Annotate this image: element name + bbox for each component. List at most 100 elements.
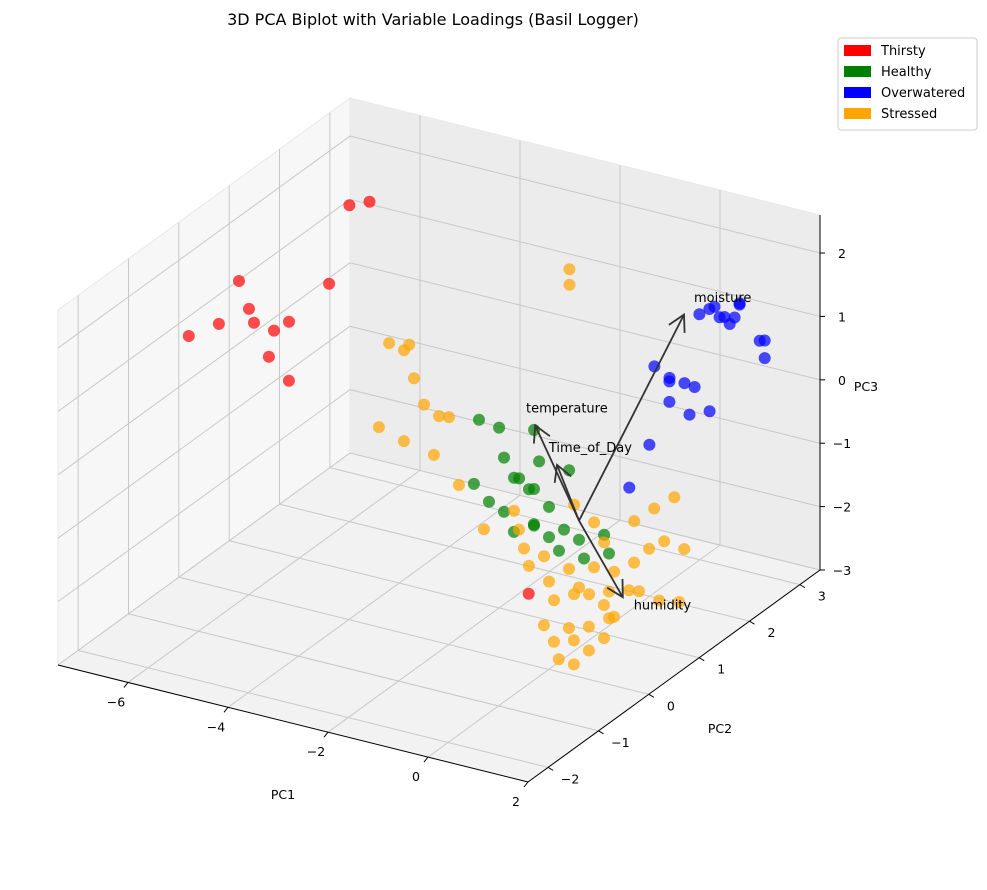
legend-swatch-thirsty <box>844 45 871 56</box>
y-tick-label: 3 <box>818 589 826 604</box>
data-point-thirsty <box>283 315 295 328</box>
grid-line-x-floor <box>427 544 721 758</box>
loading-arrow-humidity <box>578 520 624 598</box>
data-point-stressed <box>398 344 410 357</box>
grid-line-z-back <box>349 452 821 571</box>
loading-arrowhead <box>553 463 572 484</box>
data-point-stressed <box>598 536 611 549</box>
data-point-stressed <box>567 658 580 671</box>
data-point-healthy <box>473 413 485 426</box>
data-point-stressed <box>452 479 465 491</box>
y-tick-mark <box>698 657 705 662</box>
grid-line-x-floor <box>227 494 521 708</box>
series-overwatered <box>623 297 771 494</box>
data-point-stressed <box>383 337 396 350</box>
loading-label-humidity: humidity <box>634 598 692 613</box>
x-tick-label: 0 <box>412 769 420 784</box>
grid-line-z-back <box>349 262 821 381</box>
data-point-stressed <box>563 263 576 276</box>
grid-line-z-left <box>57 135 351 349</box>
data-point-thirsty <box>262 350 275 363</box>
data-point-healthy <box>543 500 555 513</box>
x-tick-mark <box>123 682 129 688</box>
loading-arrowhead <box>606 578 624 599</box>
axis-ticks: −6 −4 −2 0 2 −2 −1 0 1 2 3 −3 −2 −1 0 1 2 <box>57 215 851 809</box>
x-tick-mark <box>523 781 529 788</box>
y-axis-label: PC2 <box>708 721 732 736</box>
loading-arrow-moisture <box>578 314 685 522</box>
data-point-stressed <box>628 556 641 569</box>
legend-swatch-healthy <box>844 66 871 77</box>
data-point-stressed <box>563 562 575 575</box>
z-tick-label: −3 <box>833 563 851 578</box>
data-point-thirsty <box>212 317 225 330</box>
data-point-thirsty <box>343 199 356 212</box>
data-point-healthy <box>578 552 590 565</box>
axis-labels: PC1 PC2 PC3 <box>271 379 878 802</box>
data-point-overwatered <box>758 352 771 365</box>
data-point-thirsty <box>522 587 535 600</box>
x-tick-label: −6 <box>107 694 125 709</box>
loading-label-temperature: temperature <box>526 402 608 417</box>
data-point-healthy <box>498 505 510 518</box>
data-point-stressed <box>597 599 610 611</box>
loading-arrowhead <box>668 312 686 333</box>
data-point-stressed <box>673 596 686 608</box>
series-thirsty <box>182 195 535 600</box>
data-point-stressed <box>668 491 681 504</box>
loading-arrowhead <box>533 423 551 444</box>
data-point-stressed <box>603 585 615 598</box>
data-point-stressed <box>552 653 565 666</box>
z-tick-label: 2 <box>838 246 846 261</box>
data-point-stressed <box>628 515 641 528</box>
loading-label-moisture: moisture <box>694 291 751 306</box>
data-point-stressed <box>477 523 490 536</box>
y-tick-label: −1 <box>611 735 629 750</box>
data-point-stressed <box>543 575 555 588</box>
x-axis-label: PC1 <box>271 787 295 802</box>
legend-label-overwatered: Overwatered <box>881 86 965 101</box>
data-point-stressed <box>678 543 691 556</box>
grid-line-y-floor <box>78 649 549 768</box>
data-point-thirsty <box>268 324 280 337</box>
grid-line-z-back <box>349 135 821 254</box>
grid-line-z-back <box>349 198 821 317</box>
data-point-stressed <box>623 584 635 597</box>
data-point-thirsty <box>282 374 295 387</box>
legend-swatch-stressed <box>844 108 871 119</box>
data-point-stressed <box>598 632 610 645</box>
x-tick-mark <box>423 756 429 763</box>
data-point-overwatered <box>703 303 716 315</box>
data-point-thirsty <box>243 302 255 315</box>
y-tick-mark <box>547 766 554 771</box>
y-tick-mark <box>749 620 755 625</box>
data-point-thirsty <box>323 277 336 290</box>
data-point-stressed <box>588 561 600 574</box>
z-tick-label: −2 <box>833 500 851 515</box>
data-point-stressed <box>582 644 595 657</box>
data-point-stressed <box>588 516 601 529</box>
grid-line-y-floor <box>128 613 599 732</box>
data-point-overwatered <box>713 311 726 324</box>
grid-line-z-left <box>57 199 351 412</box>
data-point-overwatered <box>733 297 746 310</box>
data-point-stressed <box>547 635 560 648</box>
series-healthy <box>467 413 615 565</box>
grid-line-z-back <box>349 389 821 508</box>
y-tick-label: 2 <box>768 625 776 640</box>
data-point-overwatered <box>723 318 736 330</box>
grid-line-z-left <box>57 389 351 603</box>
loading-label-time_of_day: Time_of_Day <box>548 441 632 456</box>
data-point-stressed <box>513 523 525 536</box>
data-point-healthy <box>558 523 570 536</box>
data-point-stressed <box>538 550 550 563</box>
data-point-stressed <box>548 594 560 607</box>
y-tick-mark <box>598 730 604 735</box>
grid-line-z-back <box>349 325 821 444</box>
x-tick-label: 2 <box>512 794 520 809</box>
data-point-stressed <box>648 502 661 515</box>
data-point-overwatered <box>753 334 766 347</box>
data-point-overwatered <box>643 438 656 451</box>
loading-arrow-temperature <box>534 425 580 522</box>
data-point-healthy <box>528 483 540 495</box>
